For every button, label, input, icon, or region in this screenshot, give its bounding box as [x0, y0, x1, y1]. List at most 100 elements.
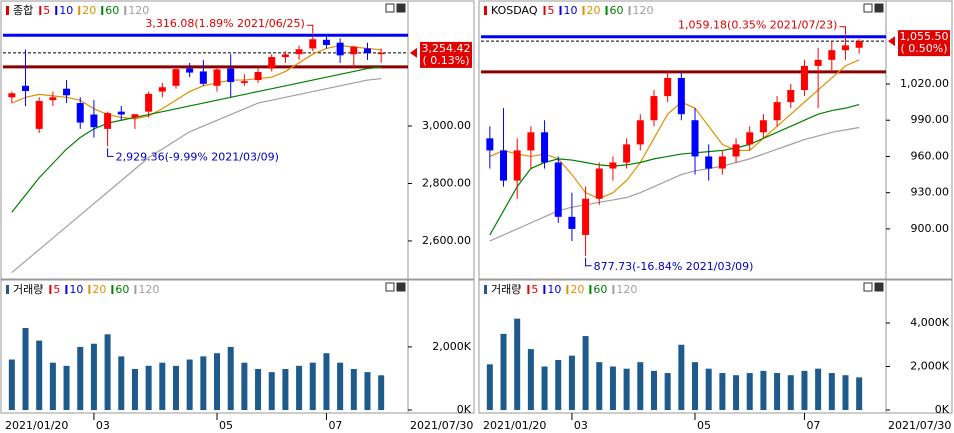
- y-tick-label: 960.00: [911, 149, 950, 162]
- y-tick-label: 990.00: [911, 113, 950, 126]
- legend-swatch: [65, 285, 68, 294]
- last-price-marker: [888, 36, 895, 47]
- candle-body: [554, 162, 562, 217]
- legend-label: 5: [531, 283, 538, 296]
- volume-bar: [118, 356, 125, 410]
- legend-label: 20: [82, 4, 96, 17]
- candle-body: [650, 96, 658, 121]
- volume-bar: [309, 362, 316, 410]
- candle-body: [718, 156, 726, 169]
- legend-swatch: [589, 285, 592, 294]
- volume-bar: [609, 366, 616, 410]
- candle-body: [281, 54, 289, 58]
- candle-body: [609, 162, 617, 169]
- candle-body: [145, 93, 153, 112]
- candle-body: [172, 69, 180, 86]
- panel-frame: [478, 279, 953, 414]
- panel-button[interactable]: [863, 3, 873, 13]
- candle-body: [268, 57, 276, 69]
- legend-swatch: [88, 285, 91, 294]
- volume-bar: [90, 343, 97, 410]
- volume-bar: [145, 365, 152, 410]
- legend-swatch: [527, 285, 530, 294]
- volume-bar: [159, 362, 166, 410]
- volume-bar: [214, 353, 221, 410]
- y-tick-label: 1,020.00: [900, 77, 949, 90]
- legend-icon: [6, 285, 9, 294]
- candle-body: [787, 90, 795, 103]
- panel-button[interactable]: [874, 3, 884, 13]
- legend-label: 10: [547, 283, 561, 296]
- candle-body: [623, 144, 631, 163]
- legend-label: 120: [633, 4, 654, 17]
- panel-frame: [0, 0, 475, 280]
- volume-bar: [241, 362, 248, 410]
- legend-swatch: [566, 285, 569, 294]
- x-tick-label: 2021/01/20: [5, 419, 68, 432]
- panel-title: 거래량: [491, 283, 521, 296]
- x-tick-label: 07: [806, 419, 820, 432]
- volume-bar: [186, 359, 193, 410]
- volume-bar: [842, 375, 849, 410]
- legend-label: 20: [570, 283, 584, 296]
- panel-button[interactable]: [385, 282, 395, 292]
- panel-button[interactable]: [396, 282, 406, 292]
- candle-body: [773, 102, 781, 121]
- candle-body: [513, 150, 521, 181]
- y-tick-label: 930.00: [911, 186, 950, 199]
- volume-bar: [828, 373, 835, 410]
- volume-bar: [323, 353, 330, 410]
- candle-body: [759, 120, 767, 133]
- candle-body: [90, 114, 98, 128]
- legend-swatch: [559, 6, 562, 15]
- x-tick-label: 07: [328, 419, 342, 432]
- x-tick-label: 05: [697, 419, 711, 432]
- legend-label: 60: [610, 4, 624, 17]
- legend-label: 5: [43, 4, 50, 17]
- volume-bar: [582, 336, 589, 410]
- last-price-label: 3,254.42: [422, 42, 471, 55]
- volume-bar: [678, 344, 685, 410]
- candle-body: [8, 93, 16, 98]
- volume-bar: [760, 370, 767, 410]
- end-date-label: 2021/07/30: [888, 419, 951, 432]
- last-price-label: 1,055.50: [900, 30, 949, 43]
- volume-bar: [268, 372, 275, 410]
- candle-body: [63, 88, 71, 96]
- panel-button[interactable]: [863, 282, 873, 292]
- volume-bar: [255, 368, 262, 410]
- end-date-label: 2021/07/30: [410, 419, 473, 432]
- volume-bar: [337, 362, 344, 410]
- y-tick-label: 3,000.00: [422, 119, 471, 132]
- volume-bar: [77, 346, 84, 410]
- panel-frame: [0, 279, 475, 414]
- volume-bar: [8, 359, 15, 410]
- volume-bar: [664, 373, 671, 410]
- candle-body: [322, 39, 330, 45]
- panel-button[interactable]: [396, 3, 406, 13]
- legend-label: 10: [69, 283, 83, 296]
- candle-body: [49, 97, 57, 101]
- volume-bar: [500, 333, 507, 410]
- volume-bar: [63, 365, 70, 410]
- panel-button[interactable]: [385, 3, 395, 13]
- candle-body: [350, 46, 358, 55]
- candle-body: [131, 114, 139, 118]
- last-price-change: ( 0.50%): [900, 42, 947, 55]
- volume-bar: [650, 370, 657, 410]
- candle-body: [227, 68, 235, 83]
- candle-body: [855, 41, 863, 48]
- x-tick-label: 2021/01/20: [483, 419, 546, 432]
- y-tick-label: 2,600.00: [422, 234, 471, 247]
- legend-swatch: [543, 285, 546, 294]
- legend-swatch: [55, 6, 58, 15]
- annotation: 877.73(-16.84% 2021/03/09): [594, 260, 754, 273]
- volume-bar: [637, 362, 644, 410]
- legend-swatch: [582, 6, 585, 15]
- legend-icon: [6, 6, 9, 15]
- legend-label: 120: [616, 283, 637, 296]
- legend-label: 120: [128, 4, 149, 17]
- volume-bar: [200, 356, 207, 410]
- candle-body: [541, 132, 549, 163]
- panel-button[interactable]: [874, 282, 884, 292]
